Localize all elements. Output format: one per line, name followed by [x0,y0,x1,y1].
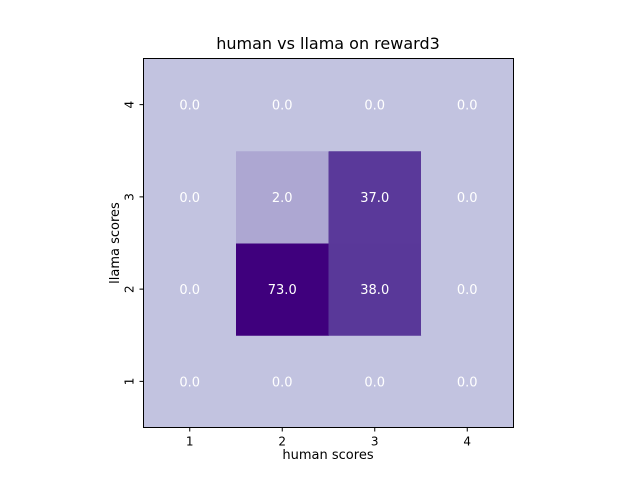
cell-value-label: 2.0 [272,191,293,206]
cell-value-label: 37.0 [360,191,389,206]
cell-value-label: 0.0 [272,99,293,114]
cell-value-label: 0.0 [457,191,478,206]
y-tick-label: 4 [123,101,137,109]
cell-value-label: 0.0 [364,99,385,114]
heatmap-cell [143,335,237,428]
heatmap-cell [328,58,422,152]
cell-value-label: 0.0 [179,191,200,206]
y-axis-label: llama scores [108,202,123,284]
heatmap-cell [236,335,329,428]
x-tick-label: 3 [371,435,379,449]
cell-value-label: 0.0 [179,283,200,298]
x-tick-label: 1 [186,435,194,449]
cell-value-label: 0.0 [179,99,200,114]
heatmap-cells: 0.0 0.0 0.0 0.0 0.0 73.0 38.0 0.0 0.0 2.0 37.0 0.0 0… [143,58,514,428]
cell-value-label: 0.0 [179,375,200,390]
heatmap-cell [143,150,237,244]
cell-value-label: 0.0 [457,283,478,298]
heatmap-cell [143,243,237,336]
heatmap-cell [328,243,422,336]
heatmap-cell [421,243,514,336]
heatmap-cell [143,58,237,152]
heatmap-cell [328,335,422,428]
heatmap-cell [421,335,514,428]
cell-value-label: 0.0 [364,375,385,390]
heatmap-cell [328,150,422,244]
chart-title: human vs llama on reward3 [216,34,440,53]
heatmap-cell [421,58,514,152]
axis-ticks: 1 2 3 4 1 2 3 4 [123,101,472,449]
cell-value-label: 0.0 [272,375,293,390]
heatmap-cell [421,150,514,244]
y-tick-label: 1 [123,378,137,386]
cell-value-label: 0.0 [457,99,478,114]
plot-frame [143,58,514,428]
cell-value-label: 38.0 [360,283,389,298]
heatmap-cell [236,150,329,244]
x-tick-label: 2 [278,435,286,449]
y-tick-label: 2 [123,285,137,293]
cell-value-label: 0.0 [457,375,478,390]
x-tick-label: 4 [463,435,471,449]
x-axis-label: human scores [282,448,373,463]
cell-value-label: 73.0 [268,283,297,298]
heatmap-cell [236,243,329,336]
heatmap-cell [236,58,329,152]
y-tick-label: 3 [123,193,137,201]
